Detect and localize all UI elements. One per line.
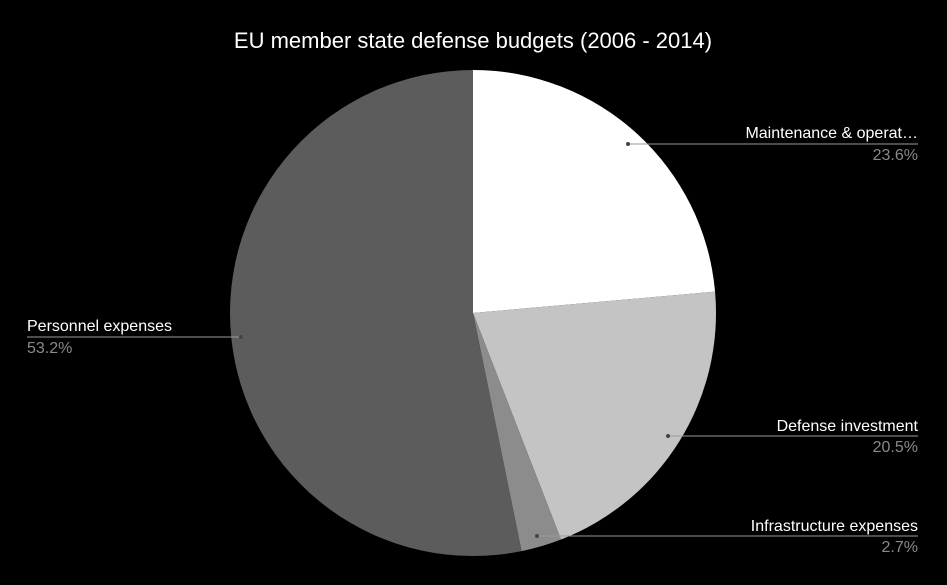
pie-slices [230, 70, 717, 556]
slice-maintenance [473, 70, 716, 313]
pie-labels: Maintenance & operat… 23.6% Defense inve… [27, 125, 919, 556]
leader-dot-maintenance [626, 142, 630, 146]
slice-percent-personnel: 53.2% [27, 340, 72, 357]
leader-dot-defense-investment [666, 434, 670, 438]
slice-infrastructure [473, 313, 562, 552]
slice-label-personnel: Personnel expenses [27, 318, 172, 335]
leader-dot-infrastructure [535, 534, 539, 538]
slice-defense-investment [473, 291, 717, 540]
slice-label-defense-investment: Defense investment [777, 418, 919, 435]
slice-label-infrastructure: Infrastructure expenses [751, 518, 918, 535]
slice-percent-infrastructure: 2.7% [882, 539, 918, 556]
slice-personnel [230, 70, 522, 556]
slice-label-maintenance: Maintenance & operat… [745, 125, 918, 142]
chart-title: EU member state defense budgets (2006 - … [234, 28, 712, 53]
leader-dot-personnel [239, 335, 243, 339]
slice-percent-maintenance: 23.6% [873, 147, 918, 164]
slice-percent-defense-investment: 20.5% [873, 439, 918, 456]
